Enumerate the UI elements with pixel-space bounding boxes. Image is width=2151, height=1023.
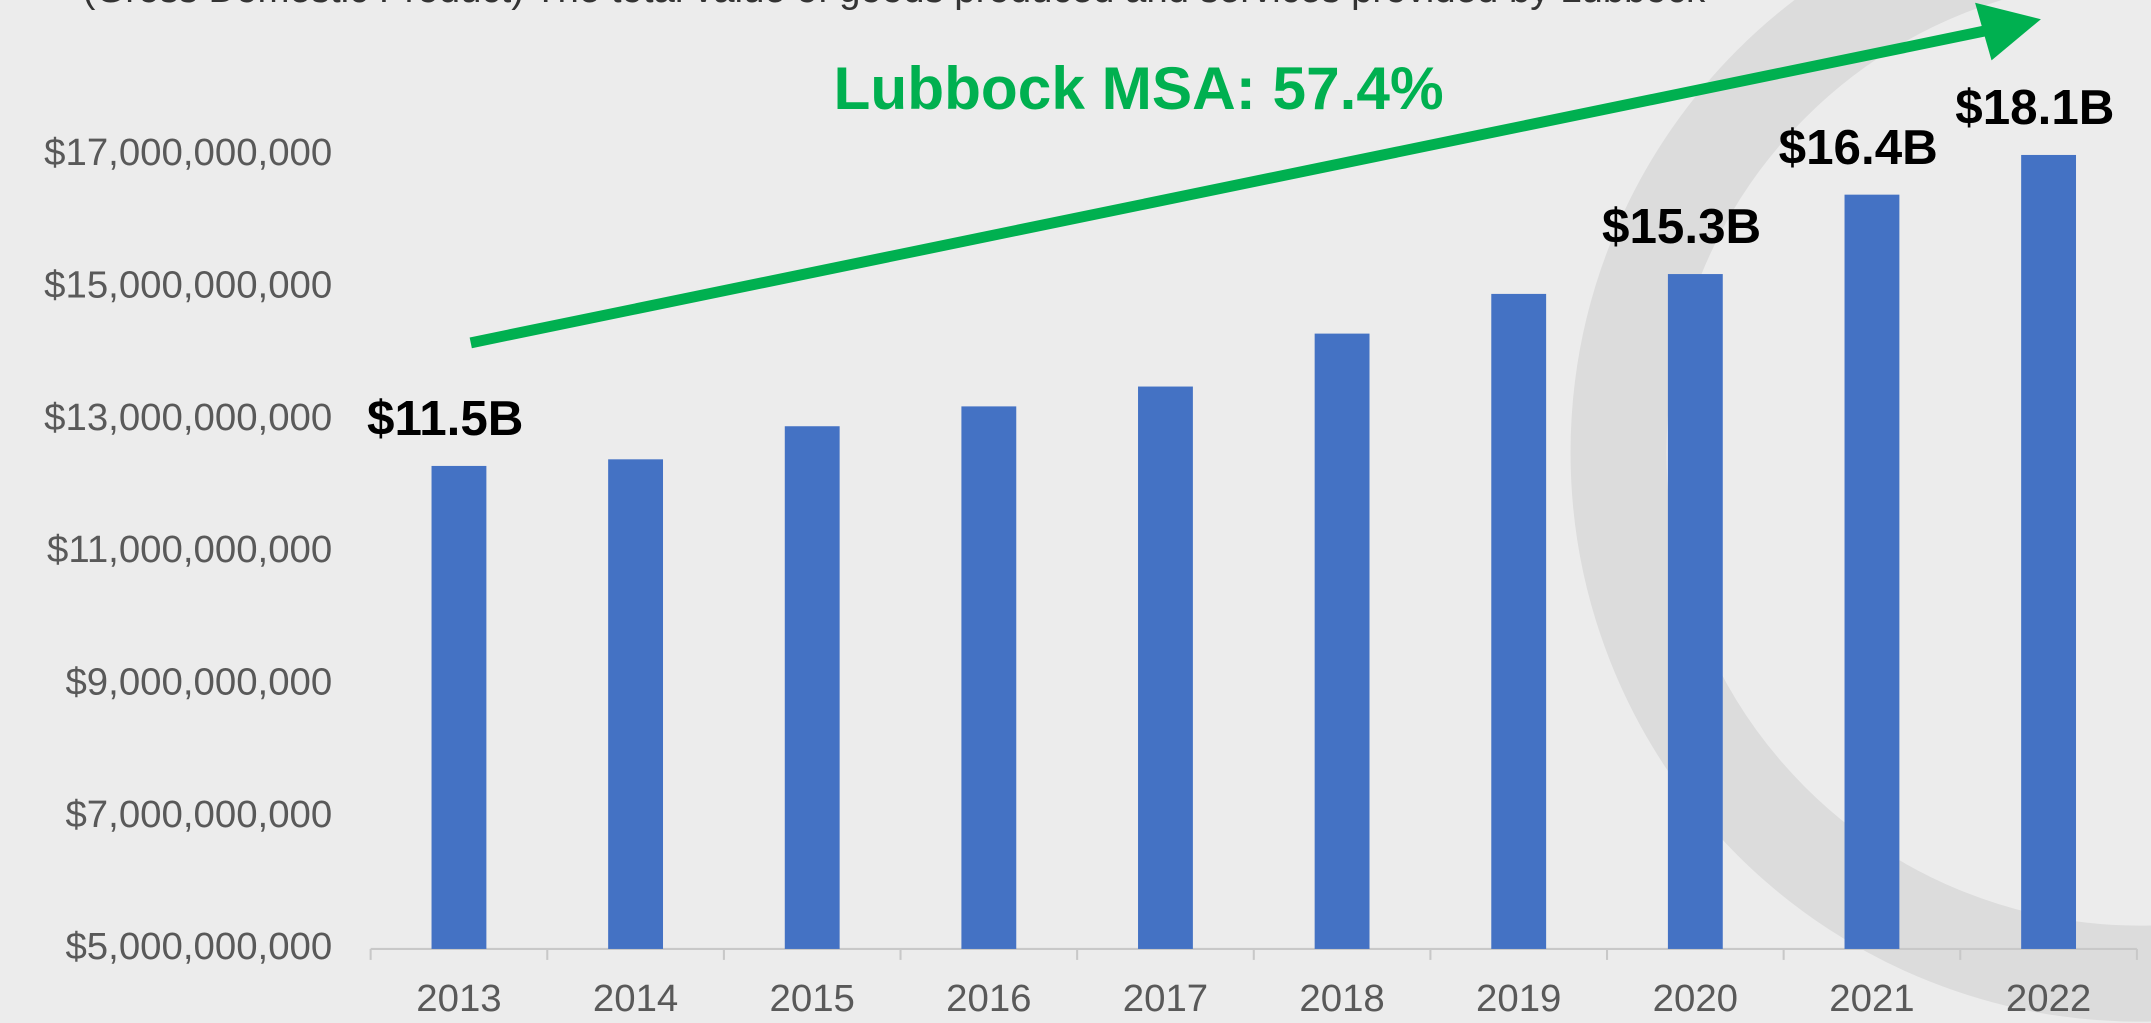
y-tick-label: $9,000,000,000 [65,660,332,703]
bar-annotation: $18.1B [1955,80,2114,135]
x-tick-label: 2020 [1653,977,1738,1020]
bar-annotation: $11.5B [367,391,523,446]
bar [1138,386,1193,949]
subtitle: (Gross Domestic Product) The total value… [83,0,1706,11]
y-tick-label: $5,000,000,000 [65,925,332,968]
bar [1844,194,1900,949]
x-tick-label: 2018 [1299,977,1384,1020]
bar-annotation: $16.4B [1779,120,1938,175]
bar [1667,274,1723,949]
x-tick-label: 2017 [1123,977,1208,1020]
growth-arrow [469,24,1990,349]
x-tick-label: 2013 [416,977,501,1020]
x-tick-label: 2014 [593,977,678,1020]
bar [784,426,840,949]
y-tick-label: $15,000,000,000 [44,263,332,306]
y-tick-label: $11,000,000,000 [47,528,332,571]
x-tick-label: 2015 [770,977,855,1020]
y-tick-label: $13,000,000,000 [44,396,332,439]
x-tick-label: 2019 [1476,977,1561,1020]
x-tick-label: 2021 [1829,977,1914,1020]
x-tick-label: 2022 [2006,977,2091,1020]
bar [2021,154,2077,949]
bar [431,465,487,949]
y-tick-label: $7,000,000,000 [65,793,332,836]
background-emblem [1570,0,2151,1022]
bar [1491,293,1547,949]
growth-annotation: Lubbock MSA: 57.4% [834,54,1444,122]
y-tick-label: $17,000,000,000 [44,131,332,174]
x-tick-label: 2016 [946,977,1031,1020]
bar-annotation: $15.3B [1602,199,1761,254]
growth-arrowhead [1975,2,2041,61]
bar [1314,333,1370,949]
bar [608,459,664,949]
bar [961,406,1017,949]
